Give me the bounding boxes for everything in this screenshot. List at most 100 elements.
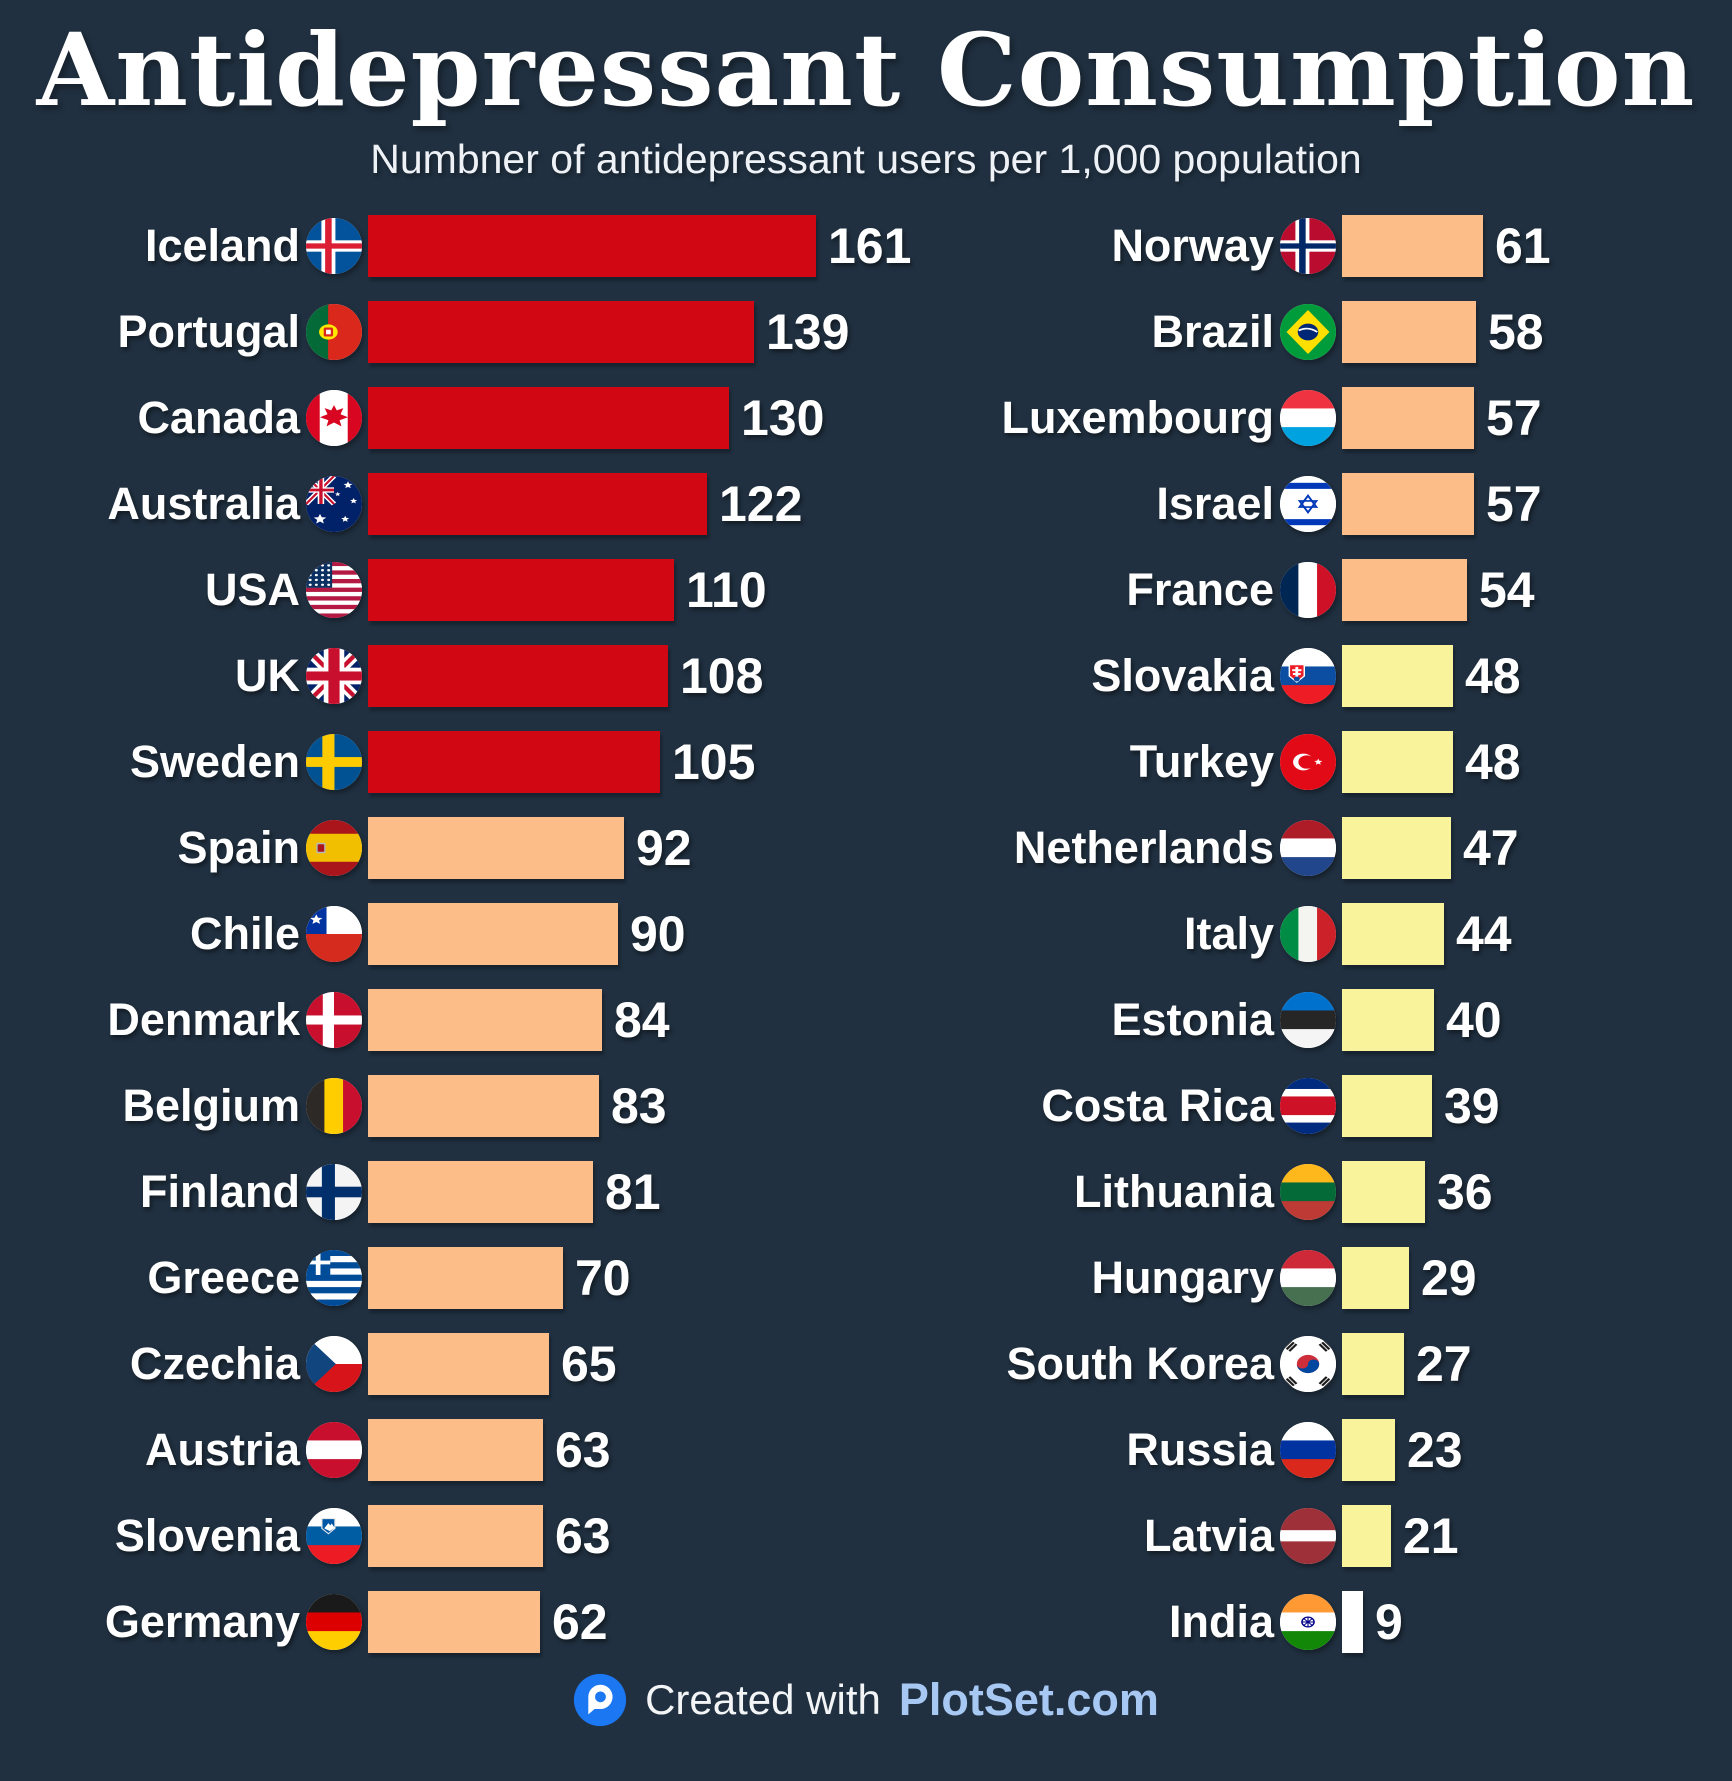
flag-lithuania-icon bbox=[1280, 1164, 1336, 1220]
bar-zone: 130 bbox=[368, 375, 880, 461]
value-label: 62 bbox=[552, 1594, 608, 1650]
chart-row: Italy 44 bbox=[880, 891, 1732, 977]
chart-row: France 54 bbox=[880, 547, 1732, 633]
flag-denmark-icon bbox=[306, 992, 362, 1048]
value-bar bbox=[368, 559, 674, 621]
value-bar bbox=[1342, 301, 1476, 363]
chart-row: Hungary 29 bbox=[880, 1235, 1732, 1321]
country-label: Australia bbox=[107, 478, 300, 529]
value-bar bbox=[1342, 1247, 1409, 1309]
value-label: 9 bbox=[1375, 1594, 1403, 1650]
value-bar bbox=[1342, 903, 1444, 965]
country-label: Brazil bbox=[1151, 306, 1274, 357]
bar-zone: 57 bbox=[1342, 461, 1732, 547]
chart-row: Turkey 48 bbox=[880, 719, 1732, 805]
chart-row: Russia 23 bbox=[880, 1407, 1732, 1493]
bar-zone: 39 bbox=[1342, 1063, 1732, 1149]
flag-austria-icon bbox=[306, 1422, 362, 1478]
flag-finland-icon bbox=[306, 1164, 362, 1220]
value-label: 63 bbox=[555, 1508, 611, 1564]
bar-zone: 63 bbox=[368, 1493, 880, 1579]
country-label: Austria bbox=[144, 1424, 300, 1475]
flag-estonia-icon bbox=[1280, 992, 1336, 1048]
flag-australia-icon bbox=[306, 476, 362, 532]
bar-zone: 122 bbox=[368, 461, 880, 547]
chart-row: Estonia 40 bbox=[880, 977, 1732, 1063]
flag-usa-icon bbox=[306, 562, 362, 618]
value-bar bbox=[1342, 473, 1474, 535]
value-bar bbox=[1342, 1591, 1363, 1653]
value-label: 81 bbox=[605, 1164, 661, 1220]
flag-israel-icon bbox=[1280, 476, 1336, 532]
country-label: Sweden bbox=[129, 736, 300, 787]
flag-slovenia-icon bbox=[306, 1508, 362, 1564]
chart-row: Belgium 83 bbox=[0, 1063, 880, 1149]
chart-row: Latvia 21 bbox=[880, 1493, 1732, 1579]
value-label: 108 bbox=[680, 648, 764, 704]
chart-row: Lithuania 36 bbox=[880, 1149, 1732, 1235]
footer-created-with: Created with bbox=[645, 1676, 881, 1723]
flag-uk-icon bbox=[306, 648, 362, 704]
chart-row: Australia 122 bbox=[0, 461, 880, 547]
bar-zone: 9 bbox=[1342, 1579, 1732, 1665]
chart-row: Costa Rica 39 bbox=[880, 1063, 1732, 1149]
bar-zone: 63 bbox=[368, 1407, 880, 1493]
bar-zone: 84 bbox=[368, 977, 880, 1063]
value-bar bbox=[368, 1247, 563, 1309]
value-label: 44 bbox=[1456, 906, 1512, 962]
chart-row: Chile 90 bbox=[0, 891, 880, 977]
bar-zone: 27 bbox=[1342, 1321, 1732, 1407]
country-label: Israel bbox=[1156, 478, 1274, 529]
chart-row: Canada 130 bbox=[0, 375, 880, 461]
country-label: Turkey bbox=[1129, 736, 1274, 787]
footer: Created with PlotSet.com bbox=[0, 1673, 1732, 1727]
value-bar bbox=[368, 1419, 543, 1481]
country-label: Portugal bbox=[117, 306, 300, 357]
footer-brand-link[interactable]: PlotSet.com bbox=[898, 1674, 1159, 1725]
value-label: 47 bbox=[1463, 820, 1519, 876]
value-label: 70 bbox=[575, 1250, 631, 1306]
chart-row: Austria 63 bbox=[0, 1407, 880, 1493]
chart-row: Slovakia 48 bbox=[880, 633, 1732, 719]
value-label: 58 bbox=[1488, 304, 1544, 360]
bar-zone: 108 bbox=[368, 633, 880, 719]
value-bar bbox=[368, 903, 618, 965]
value-bar bbox=[1342, 387, 1474, 449]
country-label: France bbox=[1126, 564, 1274, 615]
value-bar bbox=[1342, 989, 1434, 1051]
country-label: Czechia bbox=[129, 1338, 300, 1389]
value-label: 105 bbox=[672, 734, 756, 790]
value-bar bbox=[368, 473, 707, 535]
left-column: Iceland 161 Portugal 139 Canada 130 Aust… bbox=[0, 203, 911, 1665]
value-label: 23 bbox=[1407, 1422, 1463, 1478]
chart-row: Portugal 139 bbox=[0, 289, 880, 375]
value-bar bbox=[368, 301, 754, 363]
value-bar bbox=[368, 1161, 593, 1223]
value-bar bbox=[368, 989, 602, 1051]
country-label: Slovakia bbox=[1091, 650, 1274, 701]
value-bar bbox=[368, 817, 624, 879]
flag-netherlands-icon bbox=[1280, 820, 1336, 876]
country-label: Latvia bbox=[1143, 1510, 1274, 1561]
value-label: 57 bbox=[1486, 390, 1542, 446]
flag-greece-icon bbox=[306, 1250, 362, 1306]
chart-row: Finland 81 bbox=[0, 1149, 880, 1235]
value-label: 40 bbox=[1446, 992, 1502, 1048]
country-label: Hungary bbox=[1091, 1252, 1274, 1303]
flag-brazil-icon bbox=[1280, 304, 1336, 360]
value-bar bbox=[368, 645, 668, 707]
chart-row: Netherlands 47 bbox=[880, 805, 1732, 891]
bar-zone: 83 bbox=[368, 1063, 880, 1149]
bar-zone: 92 bbox=[368, 805, 880, 891]
bar-chart: Iceland 161 Portugal 139 Canada 130 Aust… bbox=[0, 203, 1732, 1665]
right-column: Norway 61 Brazil 58 Luxembourg 57 Israel… bbox=[880, 203, 1732, 1665]
value-label: 83 bbox=[611, 1078, 667, 1134]
bar-zone: 54 bbox=[1342, 547, 1732, 633]
chart-row: Israel 57 bbox=[880, 461, 1732, 547]
flag-czechia-icon bbox=[306, 1336, 362, 1392]
flag-sweden-icon bbox=[306, 734, 362, 790]
bar-zone: 90 bbox=[368, 891, 880, 977]
value-label: 29 bbox=[1421, 1250, 1477, 1306]
bar-zone: 40 bbox=[1342, 977, 1732, 1063]
value-label: 39 bbox=[1444, 1078, 1500, 1134]
